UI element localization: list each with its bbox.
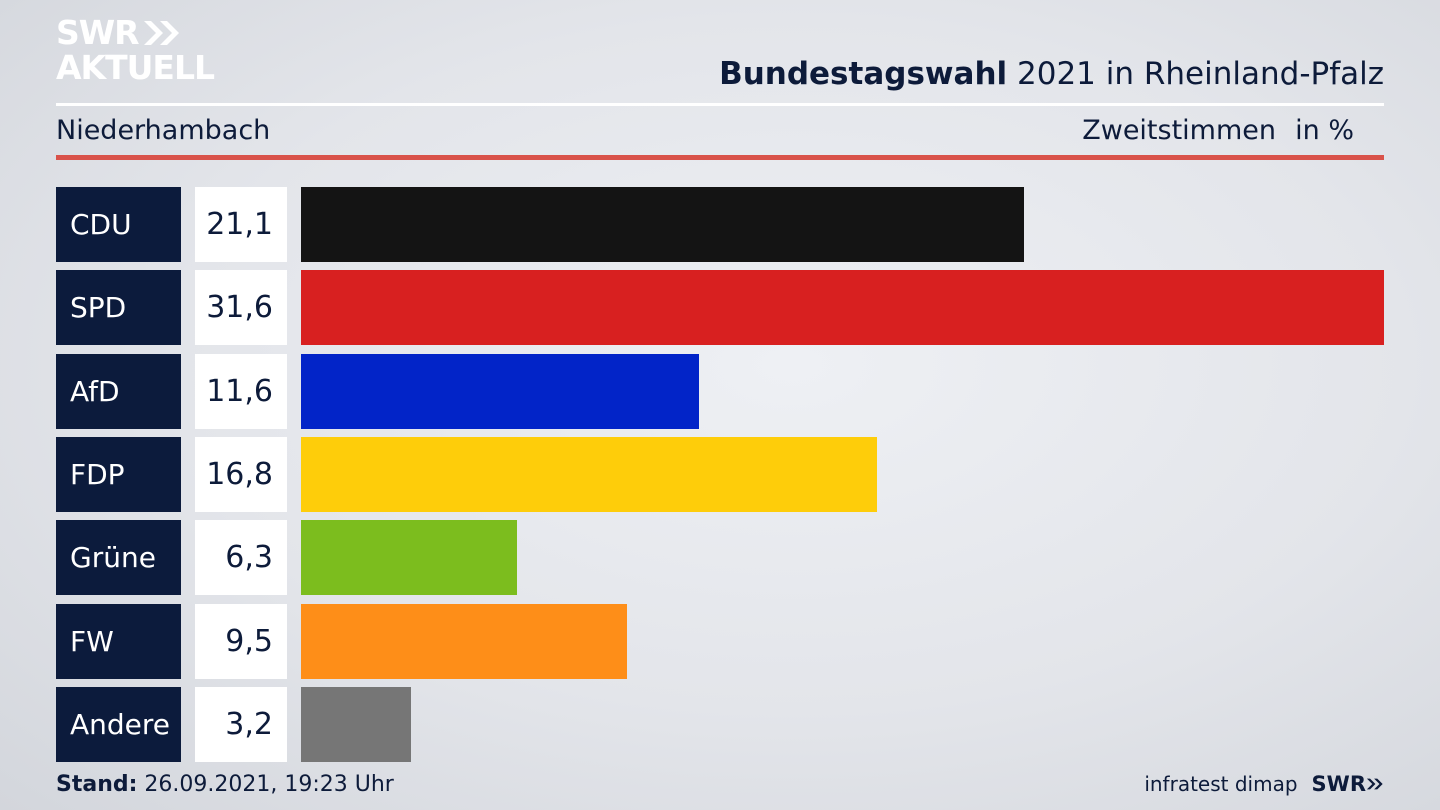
value-label: 16,8 bbox=[195, 436, 287, 512]
bar-row: AfD 11,6 bbox=[56, 353, 1384, 429]
chart-title-bold: Bundestagswahl bbox=[719, 56, 1008, 92]
bar bbox=[301, 436, 877, 512]
bar-row: CDU 21,1 bbox=[56, 187, 1384, 262]
accent-divider bbox=[56, 155, 1384, 160]
region-label: Niederhambach bbox=[56, 115, 271, 146]
timestamp-value: 26.09.2021, 19:23 Uhr bbox=[137, 772, 394, 797]
bar bbox=[301, 187, 1025, 262]
source-name: infratest dimap bbox=[1144, 772, 1298, 796]
value-label: 3,2 bbox=[195, 686, 287, 762]
bar bbox=[301, 686, 411, 762]
swr-brand-text: SWR bbox=[1311, 772, 1366, 796]
timestamp: Stand: 26.09.2021, 19:23 Uhr bbox=[56, 772, 394, 797]
value-label: 11,6 bbox=[195, 353, 287, 429]
bar-row: FDP 16,8 bbox=[56, 436, 1384, 512]
party-label: CDU bbox=[56, 187, 181, 262]
party-label: Grüne bbox=[56, 520, 181, 596]
logo-line-2: AKTUELL bbox=[56, 48, 215, 87]
bar-row: Grüne 6,3 bbox=[56, 520, 1384, 596]
source-credit: infratest dimap SWR bbox=[1144, 772, 1384, 796]
value-label: 9,5 bbox=[195, 603, 287, 679]
bar bbox=[301, 603, 627, 679]
party-label: SPD bbox=[56, 270, 181, 346]
timestamp-label: Stand: bbox=[56, 772, 138, 797]
brand-chevron-icon bbox=[1366, 778, 1383, 790]
bar-row: FW 9,5 bbox=[56, 603, 1384, 679]
swr-brand: SWR bbox=[1312, 772, 1384, 796]
swr-aktuell-logo: SWR AKTUELL bbox=[56, 13, 215, 87]
party-label: AfD bbox=[56, 353, 181, 429]
bar-row: Andere 3,2 bbox=[56, 686, 1384, 762]
chart-title: Bundestagswahl 2021 in Rheinland-Pfalz bbox=[719, 56, 1384, 92]
chart-title-rest: 2021 in Rheinland-Pfalz bbox=[1007, 56, 1384, 92]
bar-row: SPD 31,6 bbox=[56, 270, 1384, 346]
bar bbox=[301, 353, 699, 429]
party-label: FDP bbox=[56, 436, 181, 512]
bar bbox=[301, 270, 1384, 346]
value-label: 6,3 bbox=[195, 520, 287, 596]
logo-line-1: SWR bbox=[56, 13, 140, 52]
unit-label: in % bbox=[1295, 115, 1354, 146]
party-label: Andere bbox=[56, 686, 181, 762]
value-label: 31,6 bbox=[195, 270, 287, 346]
vote-type-label: Zweitstimmen bbox=[1082, 115, 1276, 146]
double-chevron-icon bbox=[143, 20, 179, 45]
header-divider bbox=[56, 103, 1384, 106]
bar bbox=[301, 520, 517, 596]
value-label: 21,1 bbox=[195, 187, 287, 262]
party-label: FW bbox=[56, 603, 181, 679]
